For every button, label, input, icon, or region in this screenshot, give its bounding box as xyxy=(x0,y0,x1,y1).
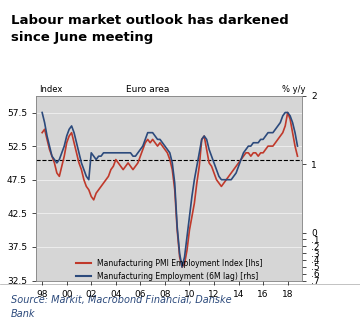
Text: Euro area: Euro area xyxy=(126,85,170,94)
Legend: Manufacturing PMI Employment Index [lhs], Manufacturing Employment (6M lag) [rhs: Manufacturing PMI Employment Index [lhs]… xyxy=(73,256,266,284)
Text: Labour market outlook has darkened
since June meeting: Labour market outlook has darkened since… xyxy=(11,14,289,44)
Text: Source: Markit, Macrobond Financial, Danske
Bank: Source: Markit, Macrobond Financial, Dan… xyxy=(11,295,231,319)
Text: Index: Index xyxy=(39,85,62,94)
Text: % y/y: % y/y xyxy=(282,85,305,94)
